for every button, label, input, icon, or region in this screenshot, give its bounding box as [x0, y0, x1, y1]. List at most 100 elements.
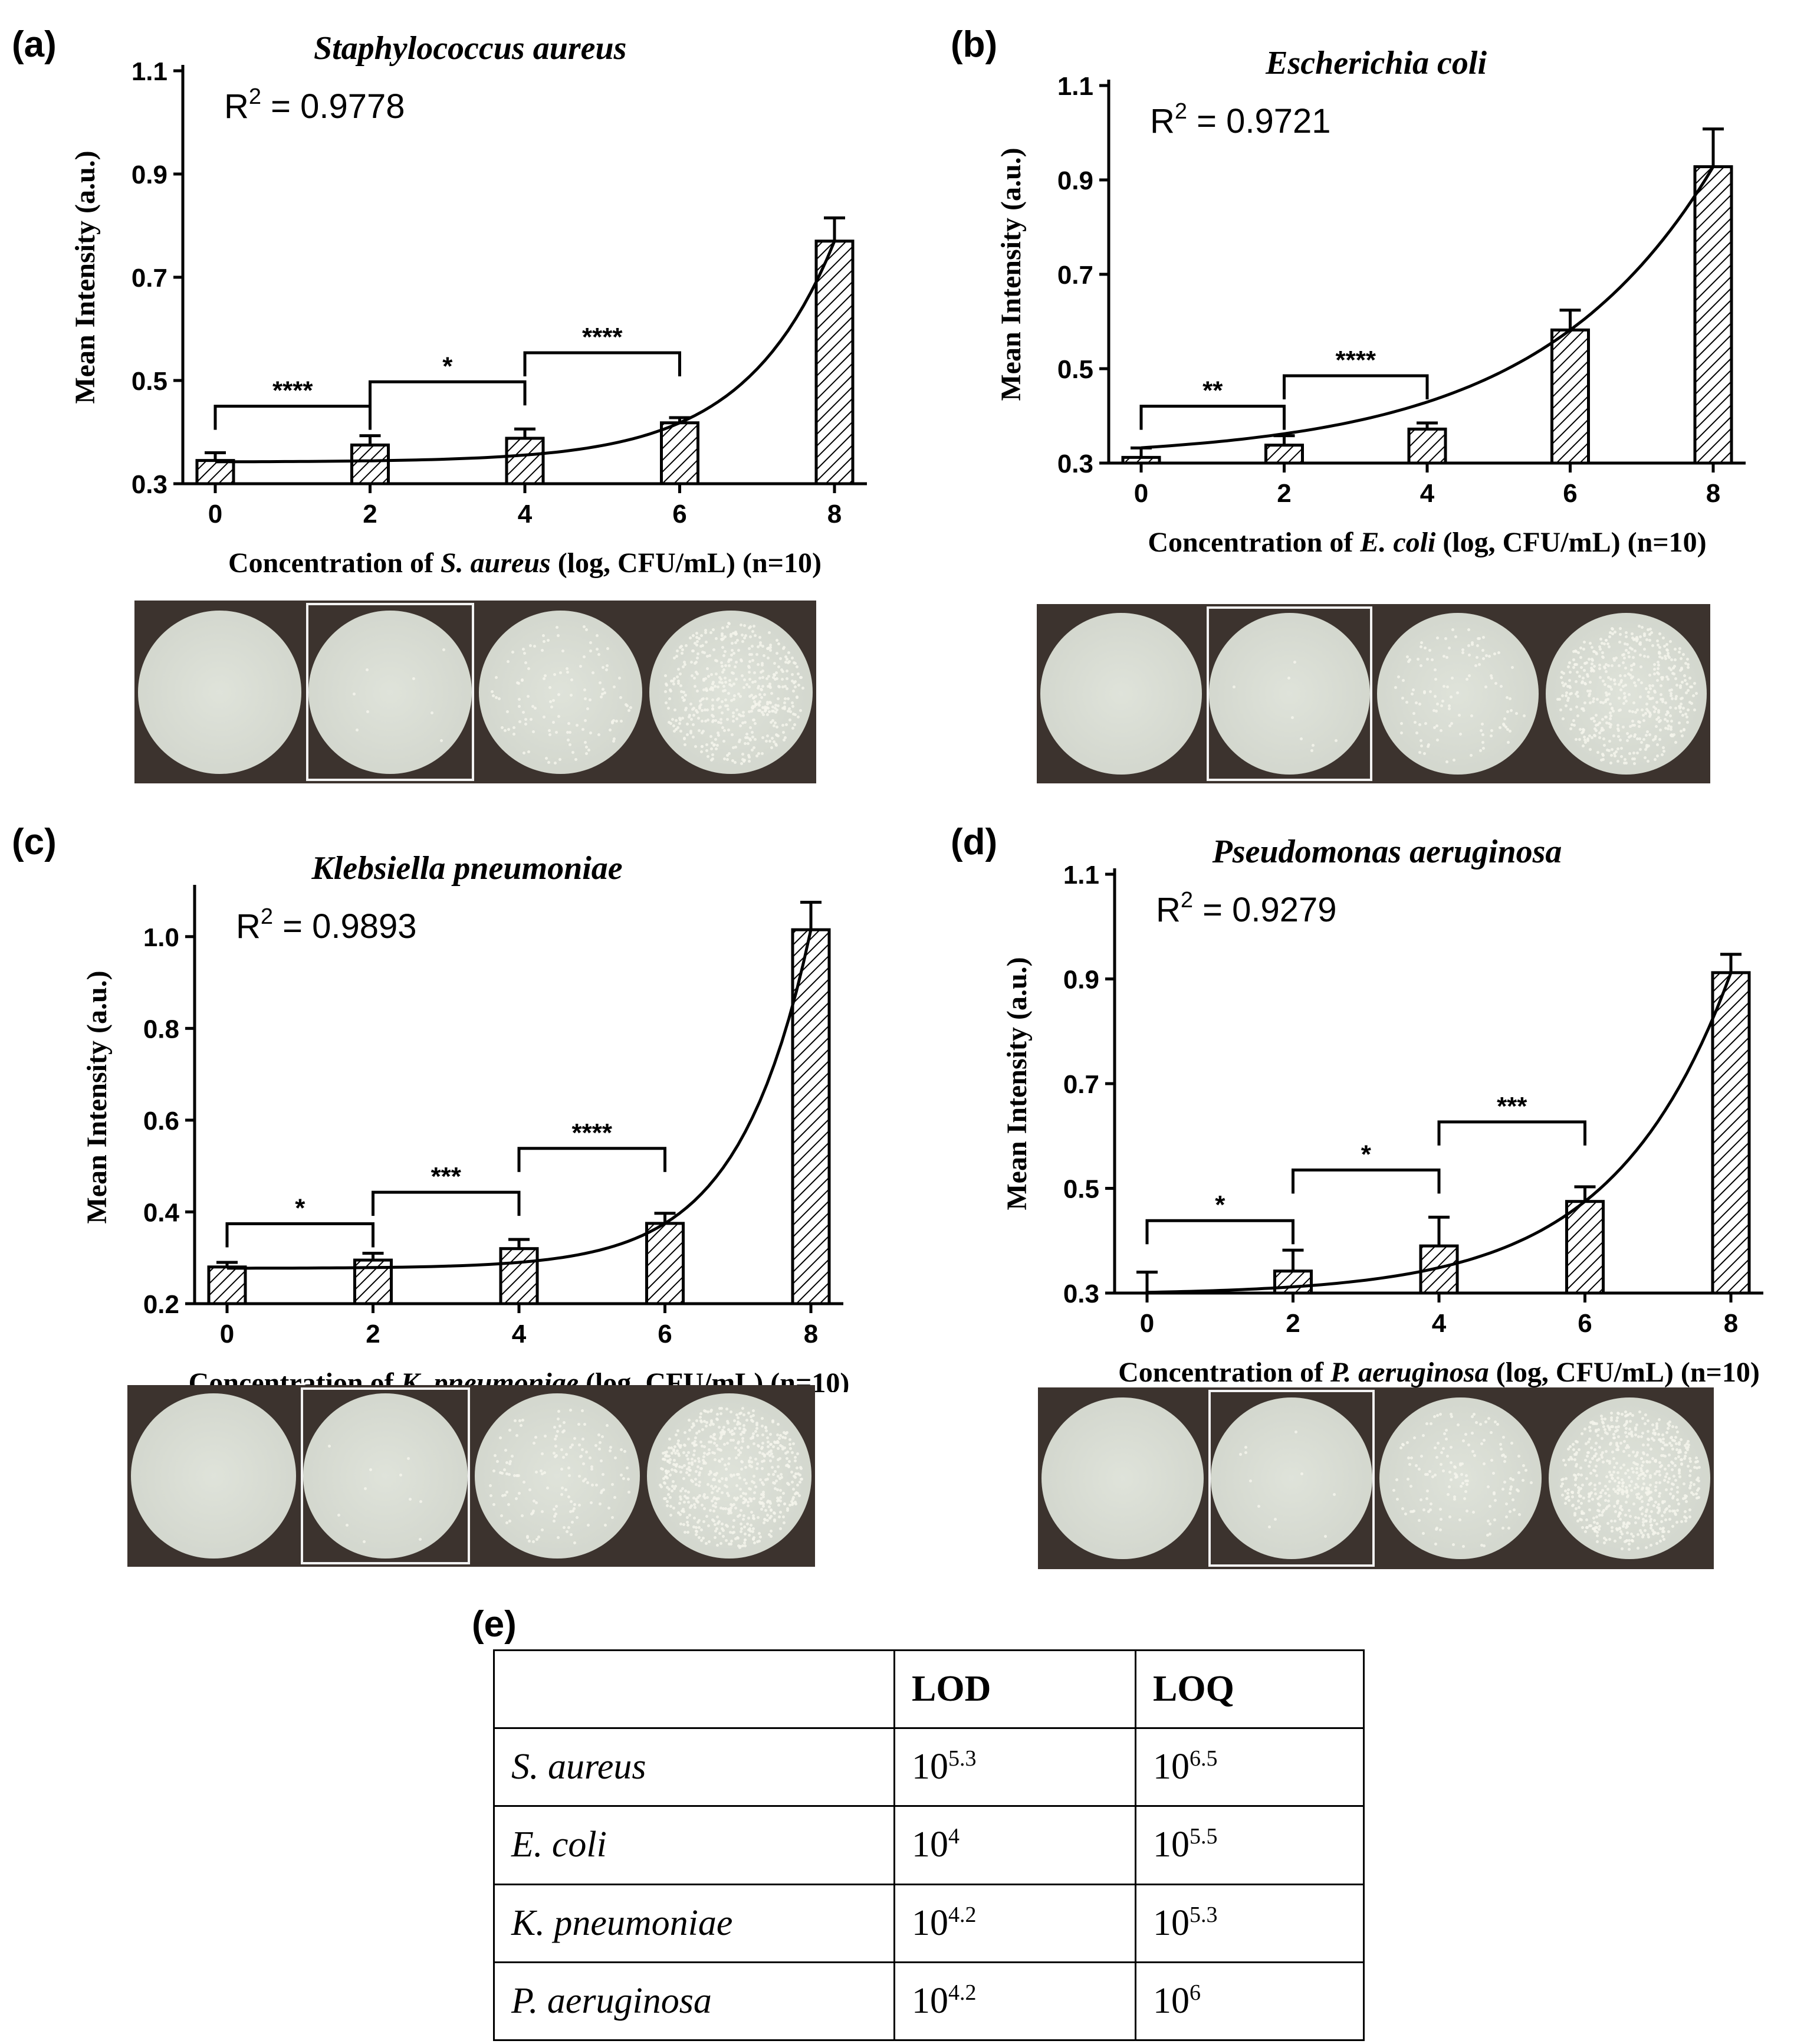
petri-plate: [303, 1393, 468, 1559]
significance-label: ***: [1497, 1092, 1527, 1121]
y-tick-label: 0.8: [143, 1015, 179, 1044]
y-tick-label: 0.5: [132, 367, 167, 396]
chart-title: Staphylococcus aureus: [314, 30, 627, 67]
table-cell-organism: K. pneumoniae: [493, 1883, 895, 1963]
bar: [1711, 971, 1751, 1295]
y-axis-label: Mean Intensity (a.u.): [81, 970, 113, 1223]
significance-label: *: [442, 352, 453, 380]
y-tick-label: 0.7: [132, 264, 167, 293]
x-tick-label: 8: [1724, 1309, 1738, 1338]
chart-staphylococcus-aureus: Staphylococcus aureus R2 = 0.9778 Mean Int…: [70, 30, 867, 579]
lod-loq-table: LOD LOQ S. aureus 105.3 106.5 E. coli 10…: [493, 1649, 1365, 2042]
significance-label: ****: [572, 1118, 613, 1147]
petri-plate: [1040, 613, 1202, 775]
chart-title: Escherichia coli: [1265, 45, 1487, 81]
panel-label-c: (c): [12, 822, 57, 862]
selected-plate-frame: [306, 603, 474, 781]
petri-plate: [646, 1393, 811, 1559]
y-tick-label: 0.7: [1057, 261, 1093, 290]
petri-plate: [308, 610, 472, 774]
table-cell-lod: 105.3: [893, 1727, 1136, 1807]
table-row: S. aureus 105.3 106.5: [493, 1727, 1365, 1807]
significance-label: *: [1361, 1140, 1372, 1169]
panel-label-b: (b): [951, 24, 998, 65]
x-tick-label: 4: [1420, 479, 1435, 508]
x-tick-label: 4: [518, 500, 533, 529]
chart-pseudomonas-aeruginosa: Pseudomonas aeruginosa R2 = 0.9279 Mean In…: [1001, 834, 1763, 1388]
x-tick-label: 6: [672, 500, 686, 529]
plate-photo-strip-a: [134, 601, 816, 783]
x-axis-label: Concentration of E. coli (log, CFU/mL) (…: [1148, 527, 1706, 558]
table-cell-loq: 105.5: [1135, 1805, 1365, 1885]
plate-photo-strip-c: [127, 1385, 815, 1567]
selected-plate-frame: [1206, 606, 1372, 781]
significance-bracket: [225, 1222, 374, 1248]
y-tick-label: 0.9: [132, 160, 167, 189]
y-tick-label: 1.1: [1063, 861, 1099, 890]
fit-curve: [1146, 972, 1733, 1294]
petri-plate: [131, 1393, 296, 1559]
significance-bracket: [1292, 1168, 1441, 1194]
x-tick-label: 2: [1277, 479, 1291, 508]
petri-plate: [1208, 613, 1370, 775]
panel-label-e: (e): [472, 1604, 517, 1645]
x-tick-label: 2: [366, 1320, 380, 1349]
significance-bracket: [517, 1147, 666, 1172]
table-cell-lod: 104.2: [893, 1961, 1136, 2042]
y-axis-label: Mean Intensity (a.u.): [995, 147, 1027, 401]
table-cell-loq: 106.5: [1135, 1727, 1365, 1807]
plate-photo-strip-b: [1037, 604, 1710, 783]
table-row: E. coli 104 105.5: [493, 1805, 1365, 1885]
y-axis-label: Mean Intensity (a.u.): [70, 150, 101, 403]
panel-label-a: (a): [12, 24, 57, 65]
r-squared-label: R2 = 0.9279: [1156, 888, 1337, 929]
y-tick-label: 1.1: [1057, 72, 1093, 101]
y-tick-label: 0.4: [143, 1198, 180, 1227]
petri-plate: [1210, 1397, 1372, 1560]
bar: [499, 1247, 539, 1305]
table-cell-organism: S. aureus: [493, 1727, 895, 1807]
y-tick-label: 0.5: [1063, 1175, 1099, 1204]
x-tick-label: 0: [1134, 479, 1148, 508]
x-tick-label: 8: [1706, 479, 1720, 508]
y-tick-label: 0.2: [143, 1290, 179, 1319]
fit-curve: [215, 240, 836, 464]
petri-plate: [1548, 1397, 1710, 1560]
petri-plate: [1041, 1397, 1204, 1560]
table-cell-lod: 104: [893, 1805, 1136, 1885]
bar: [1273, 1269, 1313, 1295]
bar: [660, 421, 699, 485]
significance-label: ****: [582, 323, 623, 352]
bar: [1565, 1200, 1605, 1295]
significance-label: ****: [1336, 346, 1376, 375]
significance-label: ***: [431, 1162, 462, 1191]
significance-label: *: [295, 1193, 305, 1222]
significance-bracket: [1145, 1219, 1294, 1245]
y-tick-label: 0.3: [1063, 1279, 1099, 1308]
y-tick-label: 0.3: [1057, 450, 1093, 478]
x-tick-label: 6: [1578, 1309, 1592, 1338]
significance-label: **: [1202, 376, 1223, 405]
x-tick-label: 4: [512, 1320, 527, 1349]
y-tick-label: 1.1: [132, 57, 167, 86]
panel-label-d: (d): [951, 822, 998, 862]
table-cell-loq: 106: [1135, 1961, 1365, 2042]
significance-bracket: [1283, 374, 1429, 399]
significance-bracket: [369, 380, 527, 406]
bar: [791, 928, 831, 1305]
bar: [1407, 427, 1447, 465]
x-tick-label: 0: [1140, 1309, 1154, 1338]
selected-plate-frame: [1208, 1390, 1375, 1567]
x-tick-label: 2: [363, 500, 377, 529]
x-tick-label: 6: [658, 1320, 672, 1349]
r-squared-label: R2 = 0.9893: [236, 904, 417, 946]
table-cell-lod: 104.2: [893, 1883, 1136, 1963]
y-tick-label: 0.9: [1057, 166, 1093, 195]
y-tick-label: 0.7: [1063, 1070, 1099, 1099]
y-tick-label: 0.3: [132, 470, 167, 499]
x-tick-label: 6: [1563, 479, 1577, 508]
table-cell-organism: E. coli: [493, 1805, 895, 1885]
y-axis-label: Mean Intensity (a.u.): [1001, 957, 1033, 1210]
bar: [1550, 328, 1590, 465]
significance-bracket: [1437, 1120, 1586, 1146]
